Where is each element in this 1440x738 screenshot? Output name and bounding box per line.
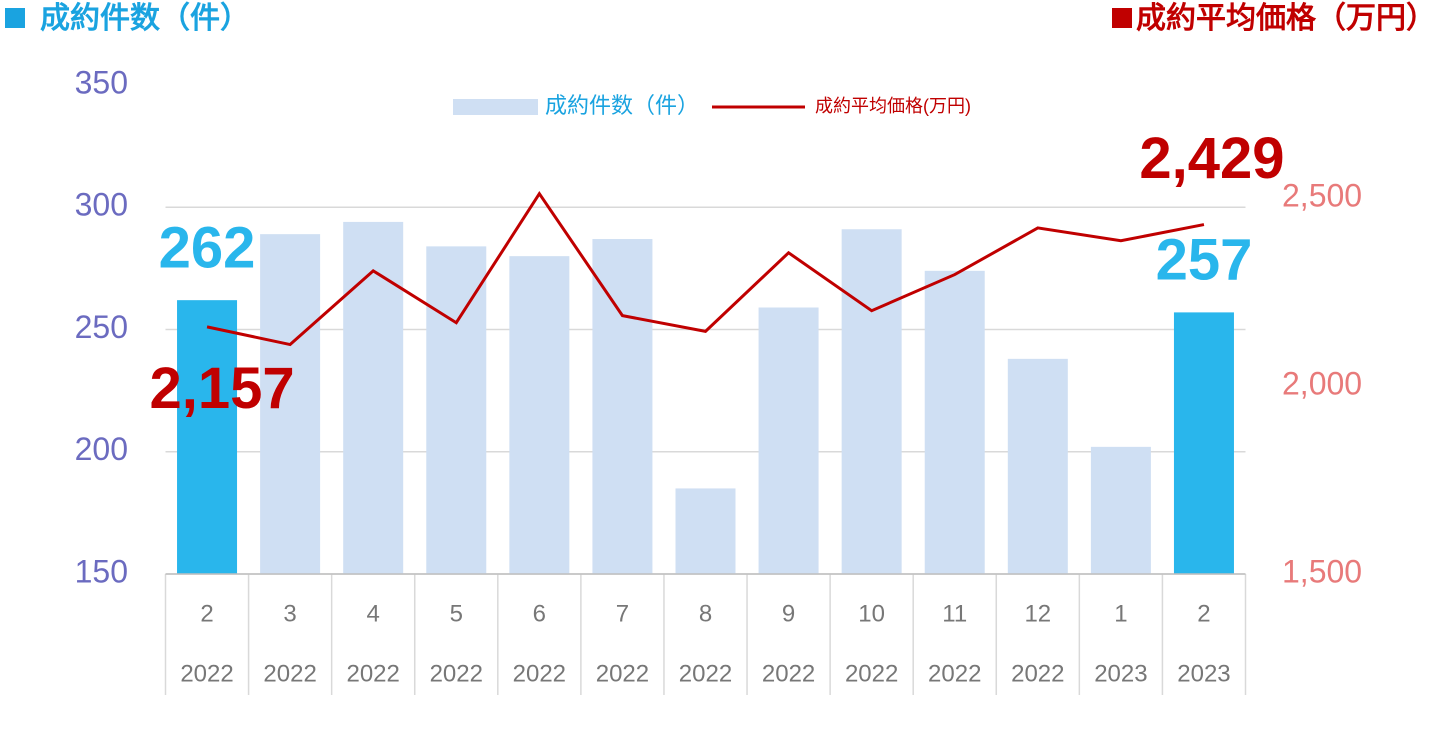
bar: [1007, 358, 1068, 574]
x-tick-year-label: 2022: [596, 660, 649, 687]
x-tick-year-label: 2022: [928, 660, 981, 687]
x-tick-year-label: 2022: [845, 660, 898, 687]
x-tick-label: 9: [782, 600, 795, 627]
line-value-label: 2,157: [149, 356, 294, 421]
x-tick-label: 1: [1114, 600, 1127, 627]
line: [206, 190, 1205, 347]
bar: [924, 270, 985, 574]
y-tick-label: 250: [75, 309, 128, 345]
x-tick-year-label: 2022: [679, 660, 732, 687]
x-tick-label: 10: [858, 600, 885, 627]
y-axis-marker: [5, 8, 25, 28]
bar: [1090, 446, 1151, 574]
y-tick-label: 300: [75, 187, 128, 223]
bar: [426, 246, 487, 574]
x-tick-label: 4: [367, 600, 380, 627]
y2-axis-label: 成約平均価格（万円）: [1136, 1, 1436, 35]
x-tick-label: 7: [616, 600, 629, 627]
x-tick-label: 3: [283, 600, 296, 627]
x-tick-year-label: 2023: [1177, 660, 1230, 687]
bar: [177, 300, 238, 574]
y2-tick-label: 1,500: [1282, 553, 1362, 589]
bar-value-label: 257: [1156, 228, 1253, 293]
x-tick-year-label: 2023: [1094, 660, 1147, 687]
bar: [343, 221, 404, 575]
legend-label: 成約件数（件）: [545, 93, 699, 118]
line-value-label: 2,429: [1139, 126, 1284, 191]
y-axis-label: 成約件数（件）: [40, 1, 250, 35]
x-tick-year-label: 2022: [430, 660, 483, 687]
bar-value-label: 262: [159, 215, 256, 280]
x-tick-label: 5: [450, 600, 463, 627]
bar: [758, 307, 819, 574]
x-tick-label: 2: [1197, 600, 1210, 627]
bar: [841, 229, 902, 574]
x-tick-label: 6: [533, 600, 546, 627]
y-tick-label: 150: [75, 553, 128, 589]
y-tick-label: 200: [75, 431, 128, 467]
y-tick-label: 350: [75, 64, 128, 100]
bar: [260, 234, 321, 574]
y2-tick-label: 2,000: [1282, 365, 1362, 401]
x-tick-year-label: 2022: [346, 660, 399, 687]
x-tick-year-label: 2022: [263, 660, 316, 687]
legend-label: 成約平均価格(万円): [815, 96, 971, 116]
x-tick-year-label: 2022: [762, 660, 815, 687]
bar: [675, 488, 736, 574]
x-tick-label: 8: [699, 600, 712, 627]
y2-tick-label: 2,500: [1282, 177, 1362, 213]
x-tick-label: 11: [942, 600, 967, 627]
x-tick-year-label: 2022: [513, 660, 566, 687]
bar: [592, 239, 653, 574]
x-tick-year-label: 2022: [1011, 660, 1064, 687]
x-tick-label: 12: [1024, 600, 1051, 627]
x-tick-year-label: 2022: [180, 660, 233, 687]
x-tick-label: 2: [200, 600, 213, 627]
bar: [1173, 312, 1234, 574]
bar: [509, 256, 570, 574]
legend-swatch: [453, 99, 538, 115]
y2-axis-marker: [1112, 8, 1132, 28]
